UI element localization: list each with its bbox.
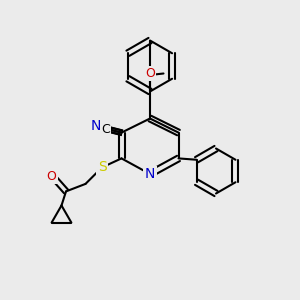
Text: O: O <box>145 67 155 80</box>
Text: C: C <box>101 123 110 136</box>
Text: N: N <box>90 119 100 133</box>
Text: O: O <box>47 170 56 183</box>
Text: N: N <box>145 167 155 181</box>
Text: S: S <box>98 160 106 174</box>
